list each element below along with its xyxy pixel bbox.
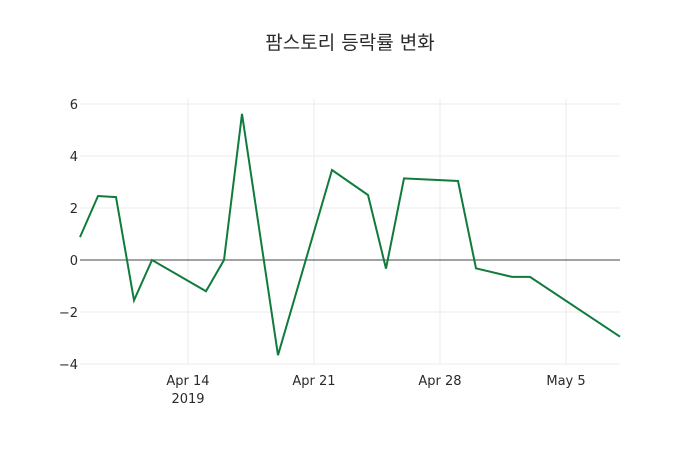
x-tick-label: May 5 (546, 374, 585, 389)
chart-title: 팜스토리 등락률 변화 (265, 32, 435, 54)
x-axis-ticks: Apr 14 2019 Apr 21 Apr 28 May 5 (166, 374, 585, 407)
y-tick-label: 6 (70, 98, 78, 113)
y-tick-label: −2 (59, 306, 78, 321)
x-tick-year-label: 2019 (171, 392, 204, 407)
y-tick-label: −4 (59, 358, 78, 373)
x-tick-label: Apr 21 (292, 374, 335, 389)
y-tick-label: 4 (70, 150, 78, 165)
y-tick-label: 0 (70, 254, 78, 269)
gridlines (80, 99, 620, 365)
x-tick-label: Apr 28 (418, 374, 461, 389)
y-tick-label: 2 (70, 202, 78, 217)
y-axis-ticks: −4 −2 0 2 4 6 (59, 98, 78, 373)
series-line (79, 113, 621, 356)
x-tick-label: Apr 14 (166, 374, 209, 389)
